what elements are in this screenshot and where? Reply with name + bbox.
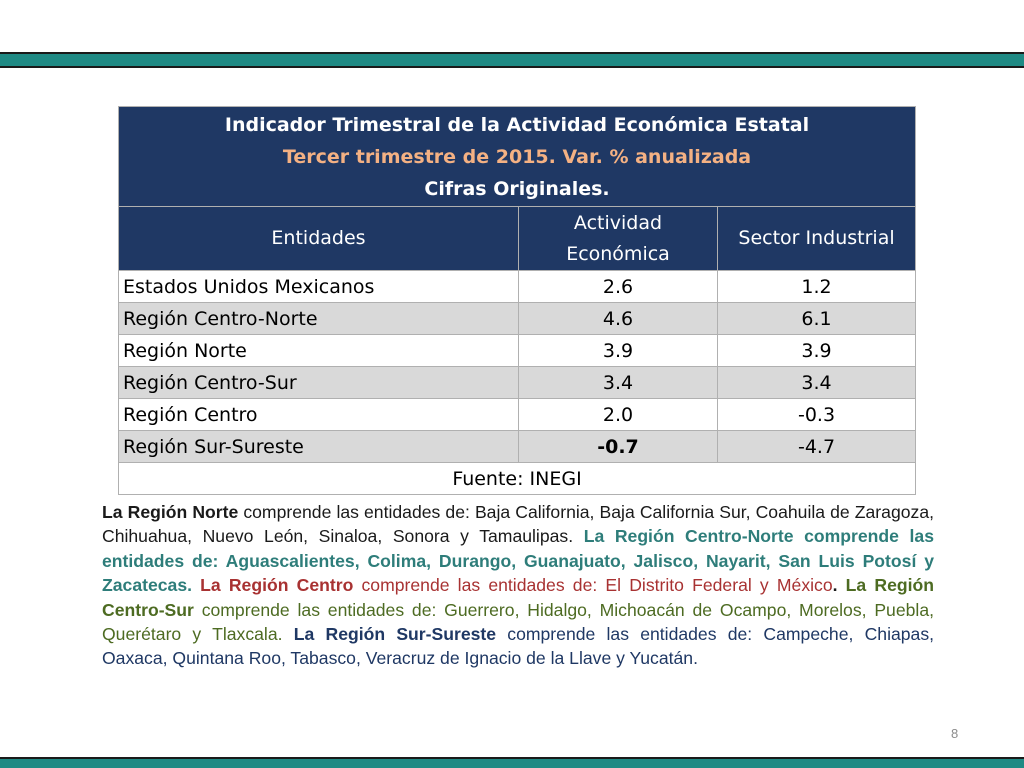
- table-subtitle: Tercer trimestre de 2015. Var. % anualiz…: [282, 145, 752, 168]
- cell-entity: Estados Unidos Mexicanos: [118, 270, 519, 303]
- region-sur-sureste-text: comprende las entidades de: Campeche, Ch…: [102, 624, 935, 669]
- page-number: 8: [951, 726, 959, 741]
- cell-entity: Región Centro-Norte: [118, 302, 519, 335]
- cell-entity: Región Sur-Sureste: [118, 430, 519, 463]
- header-entidades: Entidades: [118, 206, 519, 271]
- region-centro-sur-label: La Región Centro-Sur: [102, 575, 934, 620]
- header-industrial: Sector Industrial: [716, 206, 917, 271]
- table-source: Fuente: INEGI: [117, 462, 917, 495]
- cell-actividad: 3.4: [518, 366, 718, 399]
- cell-industrial: 3.9: [716, 334, 917, 367]
- header-actividad: Actividad Económica: [518, 206, 718, 271]
- cell-entity: Región Centro: [118, 398, 519, 431]
- table-row: Región Centro-Sur 3.4 3.4: [118, 366, 917, 399]
- regions-description: La Región Norte comprende las entidades …: [102, 500, 934, 671]
- table-row: Región Centro-Norte 4.6 6.1: [118, 302, 917, 335]
- cell-actividad: 4.6: [518, 302, 718, 335]
- cell-industrial: -4.7: [716, 430, 917, 463]
- cell-actividad: 2.6: [518, 270, 718, 303]
- region-centro-text: comprende las entidades de: El Distrito …: [353, 575, 833, 596]
- top-decorative-bar: [0, 52, 1024, 68]
- region-centro-sur-text: comprende las entidades de: Guerrero, Hi…: [102, 599, 934, 645]
- cell-industrial: -0.3: [716, 398, 917, 431]
- bottom-decorative-bar: [0, 757, 1024, 768]
- table-header-row: Entidades Actividad Económica Sector Ind…: [118, 206, 917, 271]
- region-centro-norte-text: La Región Centro-Norte comprende las ent…: [102, 526, 934, 596]
- cell-entity: Región Norte: [118, 334, 519, 367]
- table-title: Indicador Trimestral de la Actividad Eco…: [224, 113, 810, 136]
- cell-industrial: 1.2: [716, 270, 917, 303]
- region-norte-label: La Región Norte: [102, 502, 239, 522]
- table-row: Estados Unidos Mexicanos 2.6 1.2: [118, 270, 917, 303]
- cell-entity: Región Centro-Sur: [118, 366, 519, 399]
- region-centro-label: La Región Centro: [192, 575, 354, 596]
- cell-actividad: 3.9: [518, 334, 718, 367]
- table-title-block: Indicador Trimestral de la Actividad Eco…: [117, 106, 917, 207]
- cell-industrial: 3.4: [716, 366, 917, 399]
- region-centro-end: .: [832, 575, 838, 596]
- table-row: Región Sur-Sureste -0.7 -4.7: [118, 430, 917, 463]
- table-row: Región Centro 2.0 -0.3: [118, 398, 917, 431]
- cell-actividad: 2.0: [518, 398, 718, 431]
- table-row: Región Norte 3.9 3.9: [118, 334, 917, 367]
- cell-actividad: -0.7: [518, 430, 718, 463]
- indicator-table: Indicador Trimestral de la Actividad Eco…: [117, 106, 917, 495]
- region-norte-text: comprende las entidades de: Baja Califor…: [102, 502, 934, 547]
- cell-industrial: 6.1: [716, 302, 917, 335]
- table-subtitle-2: Cifras Originales.: [424, 177, 610, 200]
- region-sur-sureste-label: La Región Sur-Sureste: [282, 624, 497, 645]
